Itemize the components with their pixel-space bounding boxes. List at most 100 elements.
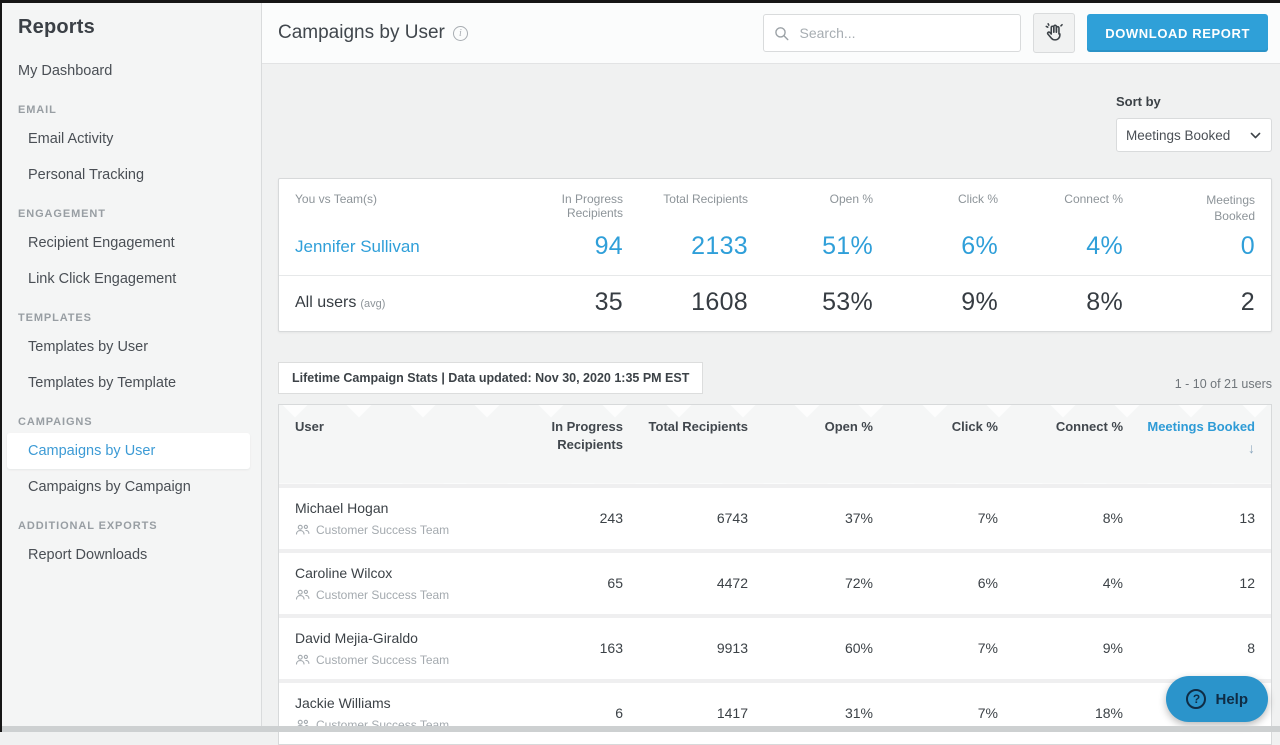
cell-value: 94: [528, 232, 623, 261]
cell-value: 0: [1123, 232, 1255, 261]
all-users-label: All users: [295, 294, 356, 311]
cell-value: 31%: [748, 705, 873, 721]
cell-value: 60%: [748, 640, 873, 656]
table-row: Caroline Wilcox Customer Success Team 65…: [279, 549, 1271, 614]
sidebar-item-recipient-engagement[interactable]: Recipient Engagement: [2, 225, 261, 261]
cell-value: 6%: [873, 575, 998, 591]
cell-value: 35: [528, 288, 623, 317]
user-link[interactable]: Jackie Williams: [295, 695, 528, 711]
table-row: David Mejia-Giraldo Customer Success Tea…: [279, 614, 1271, 679]
sidebar-title: Reports: [18, 16, 261, 39]
cell-value: 12: [1123, 575, 1255, 591]
cell-value: 65: [528, 575, 623, 591]
team-icon: [295, 653, 310, 666]
search-box[interactable]: [763, 14, 1021, 52]
column-connect-pct: Connect %: [998, 192, 1123, 206]
walkthrough-button[interactable]: [1033, 13, 1075, 53]
sidebar-item-report-downloads[interactable]: Report Downloads: [2, 537, 261, 573]
cell-value: 163: [528, 640, 623, 656]
cell-value: 2: [1123, 288, 1255, 317]
user-link[interactable]: Jennifer Sullivan: [295, 237, 528, 257]
sidebar-item-my-dashboard[interactable]: My Dashboard: [2, 53, 261, 89]
column-user[interactable]: User: [295, 418, 528, 436]
topbar-actions: DOWNLOAD REPORT: [763, 13, 1268, 53]
cell-value: 6: [528, 705, 623, 721]
team-icon: [295, 588, 310, 601]
cell-value: 53%: [748, 288, 873, 317]
sidebar-item-link-click-engagement[interactable]: Link Click Engagement: [2, 261, 261, 297]
main-panel: Campaigns by User i: [262, 3, 1280, 732]
search-icon: [774, 25, 789, 42]
hand-icon: [1043, 22, 1065, 44]
sidebar-section-engagement: ENGAGEMENT: [2, 193, 261, 225]
column-click-pct[interactable]: Click %: [873, 418, 998, 436]
help-label: Help: [1215, 691, 1248, 708]
stats-row: Lifetime Campaign Stats | Data updated: …: [278, 362, 1272, 394]
column-open-pct: Open %: [748, 192, 873, 206]
user-link[interactable]: Michael Hogan: [295, 500, 528, 516]
cell-value: 7%: [873, 705, 998, 721]
sort-area: Sort by Meetings Booked: [278, 64, 1272, 152]
page-title: Campaigns by User: [278, 22, 445, 44]
comparison-header-row: You vs Team(s) In Progress Recipients To…: [279, 179, 1271, 226]
cell-value: 72%: [748, 575, 873, 591]
column-meetings-booked-sorted[interactable]: Meetings Booked ↓: [1123, 418, 1255, 457]
lifetime-stats-label: Lifetime Campaign Stats | Data updated: …: [278, 362, 703, 394]
user-link[interactable]: Caroline Wilcox: [295, 565, 528, 581]
sidebar-section-campaigns: CAMPAIGNS: [2, 401, 261, 433]
content-area: Sort by Meetings Booked You vs Team(s) I…: [262, 64, 1280, 745]
team-label: Customer Success Team: [316, 588, 449, 602]
sidebar-item-email-activity[interactable]: Email Activity: [2, 121, 261, 157]
cell-value: 7%: [873, 640, 998, 656]
column-click-pct: Click %: [873, 192, 998, 206]
cell-value: 8%: [998, 288, 1123, 317]
cell-value: 8: [1123, 640, 1255, 656]
reports-sidebar: Reports My Dashboard EMAIL Email Activit…: [2, 3, 262, 732]
column-in-progress-recipients[interactable]: In Progress Recipients: [528, 418, 623, 453]
sort-descending-icon[interactable]: ↓: [1123, 439, 1255, 458]
cell-value: 37%: [748, 510, 873, 526]
team-label: Customer Success Team: [316, 653, 449, 667]
column-meetings-booked: Meetings Booked: [1185, 192, 1255, 224]
cell-value: 4%: [998, 575, 1123, 591]
sidebar-item-templates-by-user[interactable]: Templates by User: [2, 329, 261, 365]
column-total-recipients: Total Recipients: [623, 192, 748, 206]
cell-value: 6%: [873, 232, 998, 261]
column-total-recipients[interactable]: Total Recipients: [623, 418, 748, 436]
search-input[interactable]: [798, 24, 1011, 42]
comparison-corner-label: You vs Team(s): [295, 192, 528, 206]
cell-value: 9913: [623, 640, 748, 656]
comparison-row-you: Jennifer Sullivan 94 2133 51% 6% 4% 0: [279, 226, 1271, 275]
pagination-label: 1 - 10 of 21 users: [1175, 377, 1272, 394]
sidebar-item-templates-by-template[interactable]: Templates by Template: [2, 365, 261, 401]
sort-by-select[interactable]: Meetings Booked: [1116, 118, 1272, 152]
sidebar-section-email: EMAIL: [2, 89, 261, 121]
table-row: Michael Hogan Customer Success Team 243 …: [279, 484, 1271, 549]
cell-value: 7%: [873, 510, 998, 526]
sidebar-item-campaigns-by-campaign[interactable]: Campaigns by Campaign: [2, 469, 261, 505]
cell-value: 8%: [998, 510, 1123, 526]
column-open-pct[interactable]: Open %: [748, 418, 873, 436]
user-link[interactable]: David Mejia-Giraldo: [295, 630, 528, 646]
info-icon[interactable]: i: [453, 26, 468, 41]
sort-by-value: Meetings Booked: [1126, 128, 1230, 143]
cell-value: 4%: [998, 232, 1123, 261]
avg-suffix: (avg): [360, 298, 385, 310]
bottom-edge-strip: [2, 726, 1280, 732]
help-button[interactable]: ? Help: [1166, 676, 1268, 722]
sidebar-item-campaigns-by-user[interactable]: Campaigns by User: [7, 433, 250, 469]
cell-value: 13: [1123, 510, 1255, 526]
table-row: Jackie Williams Customer Success Team 6 …: [279, 679, 1271, 744]
team-icon: [295, 523, 310, 536]
sort-by-label: Sort by: [1116, 94, 1272, 109]
you-vs-team-card: You vs Team(s) In Progress Recipients To…: [278, 178, 1272, 332]
column-connect-pct[interactable]: Connect %: [998, 418, 1123, 436]
column-label: Meetings Booked: [1147, 419, 1255, 434]
sidebar-item-personal-tracking[interactable]: Personal Tracking: [2, 157, 261, 193]
question-mark-icon: ?: [1186, 689, 1206, 709]
download-report-button[interactable]: DOWNLOAD REPORT: [1087, 14, 1268, 52]
topbar: Campaigns by User i: [262, 3, 1280, 64]
table-header-row: User In Progress Recipients Total Recipi…: [279, 405, 1271, 483]
cell-value: 1417: [623, 705, 748, 721]
cell-value: 18%: [998, 705, 1123, 721]
